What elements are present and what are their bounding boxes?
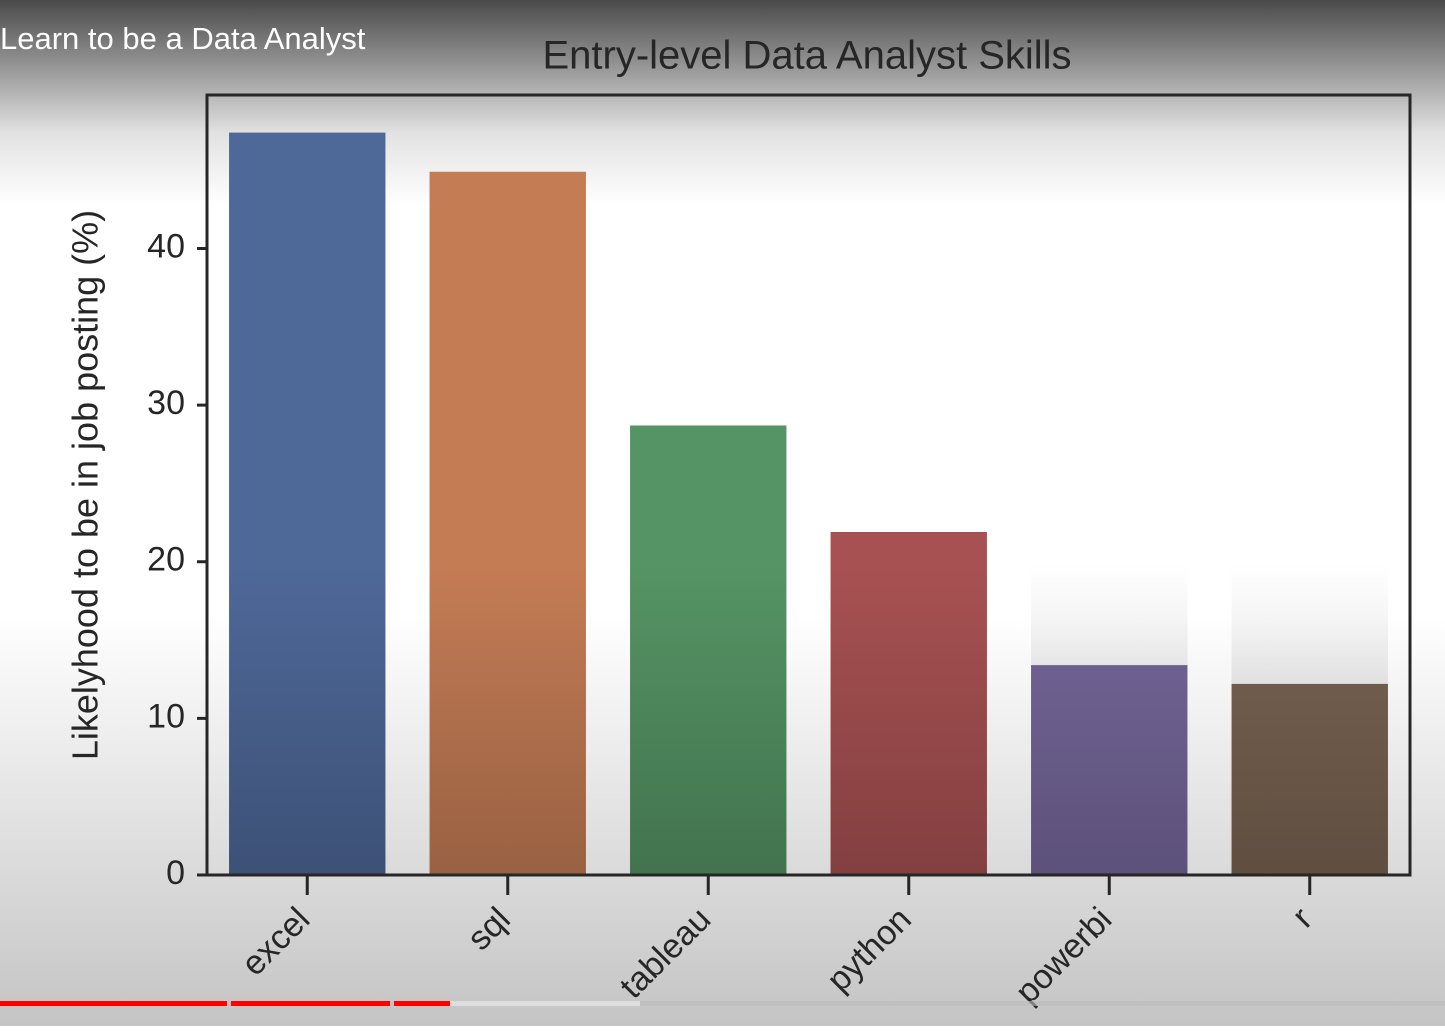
bar [1031, 665, 1188, 875]
y-tick-label: 30 [147, 384, 185, 422]
video-title[interactable]: Learn to be a Data Analyst [0, 21, 366, 56]
y-tick-label: 10 [147, 697, 185, 735]
bar [830, 531, 987, 875]
y-tick-label: 40 [147, 227, 185, 265]
chart-title: Entry-level Data Analyst Skills [542, 34, 1071, 78]
progress-played [231, 1001, 390, 1006]
progress-buffer [450, 1001, 640, 1006]
y-tick-label: 20 [147, 541, 185, 579]
progress-track [0, 1001, 1445, 1006]
plot-frame [205, 93, 1412, 877]
y-tick-label: 0 [166, 854, 185, 892]
bar [630, 425, 787, 875]
bar [429, 171, 586, 875]
progress-bar[interactable] [0, 1001, 1445, 1006]
bar [1231, 683, 1388, 875]
y-axis-label: Likelyhood to be in job posting (%) [65, 210, 106, 760]
bar [229, 132, 386, 876]
progress-played [0, 1001, 227, 1006]
progress-played [394, 1001, 450, 1006]
